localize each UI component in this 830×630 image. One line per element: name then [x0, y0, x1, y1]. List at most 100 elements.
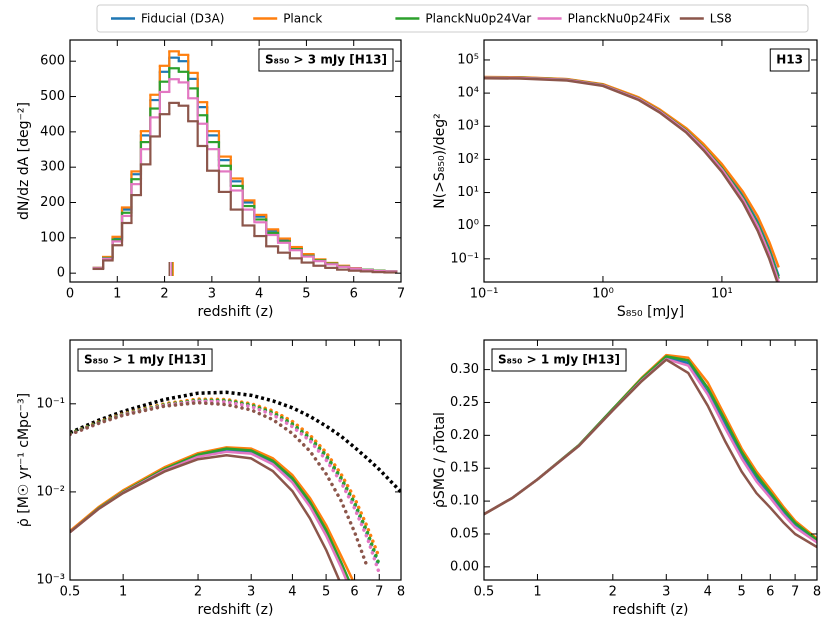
axes-frame [69, 39, 402, 283]
x-tick-label: 3 [662, 585, 670, 600]
annotation-box [77, 348, 213, 372]
annotation-box [769, 48, 810, 72]
step-connector [102, 68, 386, 272]
legend-box [96, 4, 809, 33]
axes-frame [483, 39, 818, 283]
x-tick-label: 2 [194, 585, 202, 600]
legend-label: Fiducial (D3A) [141, 12, 224, 26]
x-tick-label: 3 [208, 287, 216, 302]
y-tick-label: 10⁻³ [36, 573, 65, 588]
step-connector [102, 102, 386, 273]
x-tick-label: 1 [113, 287, 121, 302]
annotation-box [491, 348, 627, 372]
x-axis-label: redshift (z) [198, 602, 274, 618]
y-tick-label: 0 [57, 266, 65, 281]
x-tick-label: 7 [375, 585, 383, 600]
y-tick-label: 0.20 [450, 428, 479, 443]
annotation: S₈₅₀ > 1 mJy [H13] [84, 353, 206, 367]
x-tick-label: 3 [247, 585, 255, 600]
x-tick-label: 10⁻¹ [470, 287, 499, 302]
y-tick-label: 10⁰ [457, 218, 479, 233]
x-tick-label: 2 [609, 585, 617, 600]
y-tick-label: 10⁻² [36, 484, 65, 499]
x-tick-label: 6 [766, 585, 774, 600]
legend-label: PlanckNu0p24Var [425, 12, 531, 26]
annotation-box [258, 48, 394, 72]
y-axis-label: dN/dz dA [deg⁻²] [16, 102, 32, 220]
series-line [70, 446, 355, 580]
x-tick-label: 6 [350, 287, 358, 302]
series-line [70, 450, 348, 580]
x-tick-label: 1 [533, 585, 541, 600]
y-tick-label: 10³ [457, 119, 479, 134]
plot-area [484, 353, 817, 549]
dotted-line [70, 400, 370, 569]
dotted-line [70, 397, 381, 560]
series-line [484, 76, 780, 277]
annotation: S₈₅₀ > 1 mJy [H13] [498, 353, 620, 367]
plot-area [70, 390, 401, 580]
x-tick-label: 4 [288, 585, 296, 600]
legend-label: LS8 [710, 12, 732, 26]
x-tick-label: 7 [791, 585, 799, 600]
x-axis-label: S₈₅₀ [mJy] [617, 304, 684, 320]
y-axis-label: ρ̇SMG / ρ̇Total [432, 412, 448, 508]
y-tick-label: 300 [40, 160, 65, 175]
y-tick-label: 600 [40, 54, 65, 69]
y-tick-label: 500 [40, 89, 65, 104]
y-axis-label: ρ̇ [M☉ yr⁻¹ cMpc⁻³] [16, 393, 32, 527]
step-connector [102, 51, 386, 272]
x-tick-label: 1 [119, 585, 127, 600]
series-line [484, 358, 817, 549]
dotted-line [70, 398, 381, 567]
y-tick-label: 100 [40, 230, 65, 245]
x-tick-label: 0 [66, 287, 74, 302]
y-axis-label: N(>S₈₅₀)/deg² [432, 113, 448, 209]
x-tick-label: 4 [255, 287, 263, 302]
x-tick-label: 10¹ [711, 287, 733, 302]
x-tick-label: 8 [397, 585, 405, 600]
x-tick-label: 5 [302, 287, 310, 302]
y-tick-label: 10⁴ [457, 86, 479, 101]
axes-frame [69, 339, 402, 581]
series-line [484, 76, 780, 280]
series-line [484, 356, 817, 542]
series-line [484, 77, 779, 282]
y-tick-label: 200 [40, 195, 65, 210]
y-tick-label: 0.05 [450, 526, 479, 541]
step-connector [102, 79, 386, 272]
series-line [484, 357, 817, 544]
y-tick-label: 10² [457, 152, 479, 167]
y-tick-label: 0.25 [450, 395, 479, 410]
x-tick-label: 5 [738, 585, 746, 600]
annotation: H13 [776, 53, 803, 67]
x-tick-label: 4 [704, 585, 712, 600]
total-line [70, 390, 401, 494]
axes-frame [483, 339, 818, 581]
y-tick-label: 0.10 [450, 494, 479, 509]
y-tick-label: 10⁻¹ [36, 396, 65, 411]
y-tick-label: 10⁻¹ [450, 251, 479, 266]
x-tick-label: 10⁰ [592, 287, 614, 302]
plot-area [92, 50, 398, 276]
series-line [484, 75, 780, 268]
legend-label: Planck [283, 12, 322, 26]
x-axis-label: redshift (z) [198, 304, 274, 320]
y-tick-label: 0.15 [450, 461, 479, 476]
x-tick-label: 6 [350, 585, 358, 600]
series-line [70, 454, 341, 580]
x-axis-label: redshift (z) [613, 602, 689, 618]
x-tick-label: 7 [397, 287, 405, 302]
y-tick-label: 0.00 [450, 559, 479, 574]
x-tick-label: 2 [160, 287, 168, 302]
legend-label: PlanckNu0p24Fix [568, 12, 671, 26]
plot-area [484, 75, 780, 282]
y-tick-label: 0.30 [450, 362, 479, 377]
x-tick-label: 8 [813, 585, 821, 600]
x-tick-label: 5 [322, 585, 330, 600]
y-tick-label: 10¹ [457, 185, 479, 200]
y-tick-label: 400 [40, 124, 65, 139]
annotation: S₈₅₀ > 3 mJy [H13] [265, 53, 387, 67]
series-line [484, 355, 817, 541]
